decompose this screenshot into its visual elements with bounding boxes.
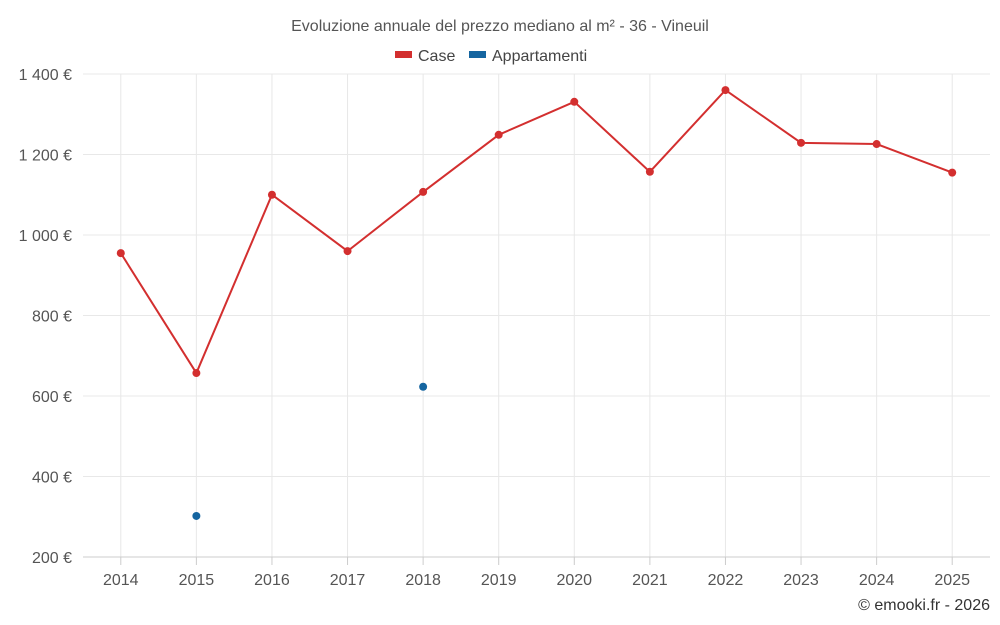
x-tick-label: 2024 (859, 572, 895, 589)
data-point-case[interactable] (872, 140, 881, 149)
y-tick-label: 1 200 € (19, 148, 72, 165)
legend-swatch-appartamenti (469, 51, 486, 58)
y-tick-label: 200 € (32, 550, 72, 567)
series-layer (116, 86, 957, 520)
data-point-case[interactable] (267, 190, 276, 199)
chart-title: Evoluzione annuale del prezzo mediano al… (291, 18, 709, 35)
legend-label-case[interactable]: Case (418, 48, 455, 65)
x-tick-label: 2015 (179, 572, 215, 589)
y-axis: 200 € 400 € 600 € 800 € 1 000 € 1 200 € 1 400 … (19, 67, 72, 567)
data-point-case[interactable] (721, 86, 730, 95)
x-tick-label: 2023 (783, 572, 819, 589)
data-point-appartamenti[interactable] (192, 511, 201, 520)
data-point-appartamenti[interactable] (419, 382, 428, 391)
y-tick-label: 600 € (32, 389, 72, 406)
y-tick-label: 400 € (32, 470, 72, 487)
legend-swatch-case (395, 51, 412, 58)
credit-text: © emooki.fr - 2026 (858, 597, 990, 614)
x-tick-label: 2022 (708, 572, 744, 589)
x-tick-label: 2021 (632, 572, 668, 589)
data-point-case[interactable] (494, 130, 503, 139)
x-tick-label: 2025 (934, 572, 970, 589)
series-line-case (119, 88, 953, 376)
y-tick-label: 800 € (32, 309, 72, 326)
data-point-case[interactable] (192, 369, 201, 378)
grid (83, 73, 990, 557)
data-point-case[interactable] (645, 167, 654, 176)
data-point-case[interactable] (948, 168, 957, 177)
legend-label-appartamenti[interactable]: Appartamenti (492, 48, 587, 65)
x-tick-label: 2016 (254, 572, 290, 589)
x-tick-label: 2019 (481, 572, 517, 589)
y-tick-label: 1 400 € (19, 67, 72, 84)
data-point-case[interactable] (116, 249, 125, 258)
data-point-case[interactable] (419, 187, 428, 196)
y-tick-label: 1 000 € (19, 228, 72, 245)
legend: Case Appartamenti (395, 48, 587, 65)
x-tick-label: 2017 (330, 572, 366, 589)
data-point-case[interactable] (343, 247, 352, 256)
x-tick-label: 2020 (556, 572, 592, 589)
x-tick-label: 2014 (103, 572, 139, 589)
x-tick-label: 2018 (405, 572, 441, 589)
data-point-case[interactable] (570, 97, 579, 106)
x-axis: 2014 2015 2016 2017 2018 2019 2020 2021 2022 2023… (83, 556, 990, 589)
data-point-case[interactable] (797, 138, 806, 147)
